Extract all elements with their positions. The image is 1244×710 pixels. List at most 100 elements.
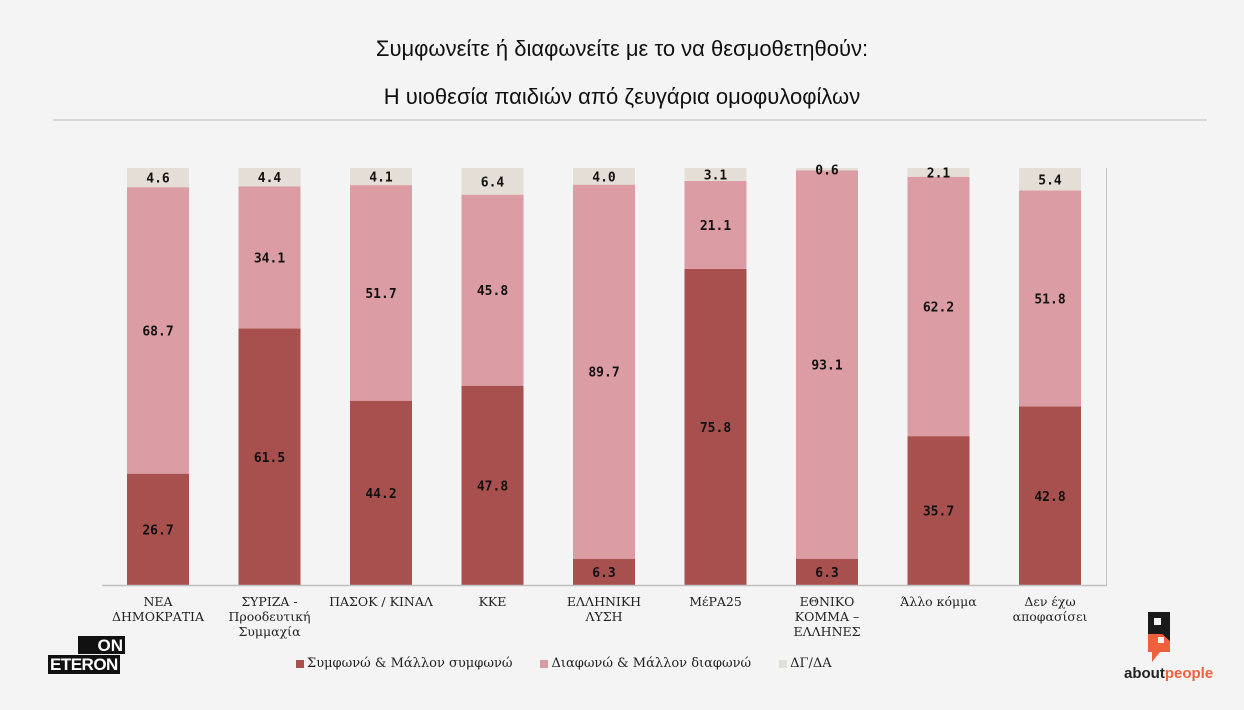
category-label-line: ΣΥΡΙΖΑ - <box>241 594 297 609</box>
data-label-dkna: 4.1 <box>369 171 393 186</box>
legend-item-disagree: Διαφωνώ & Μάλλον διαφωνώ <box>540 656 751 671</box>
legend-label-agree: Συμφωνώ & Μάλλον συμφωνώ <box>307 656 513 671</box>
data-label-dkna: 6.4 <box>481 175 505 190</box>
logo-people-text: people <box>1164 665 1214 682</box>
legend-label-dkna: ΔΓ/ΔΑ <box>790 656 832 671</box>
category-label: ΣΥΡΙΖΑ -Προοδευτική Συμμαχία <box>228 594 310 639</box>
data-label-agree: 26.7 <box>142 523 173 538</box>
data-label-agree: 44.2 <box>365 487 396 502</box>
bar-segment-agree <box>350 400 412 585</box>
bar-segment-agree <box>238 328 301 585</box>
speech-bubbles-icon <box>1148 612 1170 662</box>
bar-segment-disagree <box>238 186 301 329</box>
legend-item-dkna: ΔΓ/ΔΑ <box>779 656 832 671</box>
logo-on-text: ON <box>78 636 125 654</box>
data-label-disagree: 89.7 <box>588 366 619 381</box>
category-label-line: ΔΗΜΟΚΡΑΤΙΑ <box>112 609 205 624</box>
bar-segment-disagree <box>907 176 970 437</box>
bar-segment-dkna <box>1019 168 1081 191</box>
data-label-dkna: 4.0 <box>592 170 616 185</box>
data-label-disagree: 45.8 <box>477 284 508 299</box>
bar-segment-dkna <box>350 168 412 186</box>
bar-segment-disagree <box>796 170 858 559</box>
data-label-dkna: 0.6 <box>815 163 839 178</box>
bar-segment-disagree <box>350 185 412 401</box>
data-label-agree: 35.7 <box>923 505 954 520</box>
data-label-dkna: 2.1 <box>927 166 951 181</box>
bar-segment-dkna <box>573 168 635 185</box>
bar-segment-disagree <box>1019 190 1081 407</box>
data-label-agree: 47.8 <box>477 479 508 494</box>
category-label: ΠΑΣΟΚ / ΚΙΝΑΛ <box>329 594 434 609</box>
logo-about-text: about <box>1124 665 1165 682</box>
category-label: ΜέΡΑ25 <box>689 594 742 609</box>
bar-segment-disagree <box>461 194 524 386</box>
category-label-line: ΠΑΣΟΚ / ΚΙΝΑΛ <box>329 594 434 609</box>
data-label-disagree: 93.1 <box>811 359 842 374</box>
data-label-agree: 42.8 <box>1034 490 1065 505</box>
bar-segment-agree <box>127 473 189 585</box>
category-label-line: Δεν έχω <box>1024 594 1075 609</box>
category-label: ΚΚΕ <box>479 594 507 609</box>
data-label-dkna: 4.6 <box>146 172 170 187</box>
bar-segment-dkna <box>907 168 970 177</box>
data-label-disagree: 51.7 <box>365 287 396 302</box>
category-label-line: ΚΟΜΜΑ – <box>795 609 859 624</box>
legend-label-disagree: Διαφωνώ & Μάλλον διαφωνώ <box>551 656 752 671</box>
data-label-dkna: 5.4 <box>1038 173 1062 188</box>
bar-segment-disagree <box>684 180 747 269</box>
bar-segment-dkna <box>796 168 858 171</box>
data-label-disagree: 34.1 <box>254 251 285 266</box>
category-label-line: αποφασίσει <box>1013 609 1088 624</box>
data-label-agree: 6.3 <box>592 566 615 581</box>
data-label-disagree: 68.7 <box>142 324 173 339</box>
bar-segment-agree <box>796 558 858 585</box>
chart-title-line2: Η υιοθεσία παιδιών από ζευγάρια ομοφυλοφ… <box>383 84 861 109</box>
bar-segment-dkna <box>127 168 189 188</box>
category-label-line: ΛΥΣΗ <box>584 609 622 624</box>
bar-segment-dkna <box>238 168 301 187</box>
category-label-line: ΕΘΝΙΚΟ <box>800 594 855 609</box>
bar-segment-disagree <box>573 184 635 559</box>
legend-swatch-dkna <box>779 659 788 668</box>
category-label: Δεν έχω αποφασίσει <box>1013 594 1088 624</box>
category-label-line: Προοδευτική <box>228 609 310 624</box>
bar-segment-disagree <box>127 187 189 474</box>
category-label-line: ΝΕΑ <box>143 594 173 609</box>
bar-segment-agree <box>573 558 635 585</box>
legend-swatch-disagree <box>540 659 549 668</box>
bar-segment-agree <box>1019 406 1081 585</box>
data-label-agree: 75.8 <box>700 421 731 436</box>
bar-segment-agree <box>461 385 524 585</box>
category-label-line: Άλλο κόμμα <box>899 594 977 609</box>
category-label: Άλλο κόμμα <box>899 594 977 609</box>
category-label: ΕΛΛΗΝΙΚΗ ΛΥΣΗ <box>567 594 641 624</box>
bar-segment-agree <box>684 268 747 585</box>
data-label-agree: 61.5 <box>254 451 285 466</box>
bar-segment-dkna <box>684 168 747 181</box>
category-label: ΕΘΝΙΚΟ ΚΟΜΜΑ – ΕΛΛΗΝΕΣ <box>794 594 861 639</box>
category-label-line: ΕΛΛΗΝΙΚΗ <box>567 594 641 609</box>
category-label: ΝΕΑ ΔΗΜΟΚΡΑΤΙΑ <box>112 594 205 624</box>
aboutpeople-logo: aboutpeople <box>1118 610 1218 685</box>
data-label-dkna: 4.4 <box>258 171 282 186</box>
data-label-disagree: 51.8 <box>1034 293 1065 308</box>
aboutpeople-wordmark: aboutpeople <box>1124 665 1213 682</box>
category-label-line: ΕΛΛΗΝΕΣ <box>794 624 861 639</box>
category-label-line: ΜέΡΑ25 <box>689 594 742 609</box>
logo-eteron-text: ETERON <box>48 655 120 674</box>
data-label-disagree: 21.1 <box>700 219 731 234</box>
category-label-line: ΚΚΕ <box>479 594 507 609</box>
data-label-dkna: 3.1 <box>704 168 728 183</box>
data-label-agree: 6.3 <box>815 566 838 581</box>
legend-item-agree: Συμφωνώ & Μάλλον συμφωνώ <box>296 656 512 671</box>
title-separator <box>53 119 1207 121</box>
stacked-bar-chart: 26.7 68.7 4.6 ΝΕΑ ΔΗΜΟΚΡΑΤΙΑ 61.5 34.1 4.4 ΣΥΡΙΖ… <box>102 163 1107 639</box>
bar-segment-dkna <box>461 168 524 195</box>
chart-legend: Συμφωνώ & Μάλλον συμφωνώ Διαφωνώ & Μάλλο… <box>296 656 858 671</box>
bar-segment-agree <box>907 436 970 585</box>
chart-title-line1: Συμφωνείτε ή διαφωνείτε με το να θεσμοθε… <box>375 36 869 61</box>
data-label-disagree: 62.2 <box>923 300 954 315</box>
category-label-line: Συμμαχία <box>238 624 301 639</box>
legend-swatch-agree <box>296 659 304 668</box>
